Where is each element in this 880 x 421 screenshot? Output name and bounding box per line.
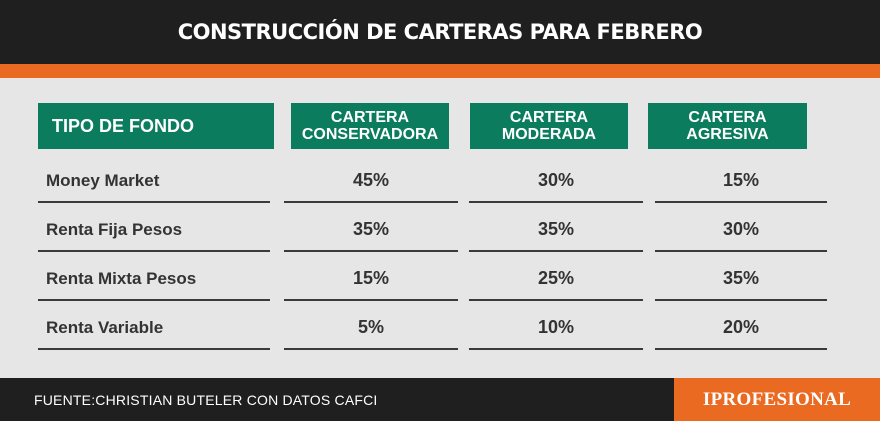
row-label: Money Market: [46, 170, 160, 190]
row-divider: [38, 250, 270, 252]
table-cell: 35%: [537, 219, 575, 239]
table-cell: 35%: [352, 219, 390, 239]
table-cell: 25%: [537, 268, 575, 288]
row-divider: [284, 250, 458, 252]
table-cell: 35%: [722, 268, 760, 288]
column-header-1-line-1: CARTERA: [330, 109, 410, 126]
row-divider: [469, 348, 643, 350]
row-divider: [655, 250, 827, 252]
row-divider: [38, 201, 270, 203]
row-label: Renta Mixta Pesos: [46, 268, 197, 288]
row-divider: [469, 299, 643, 301]
row-label: Renta Fija Pesos: [46, 219, 183, 239]
column-header-0-line-1: TIPO DE FONDO: [52, 115, 195, 136]
column-header-3: CARTERA AGRESIVA: [648, 103, 807, 149]
table-cell: 5%: [357, 317, 384, 337]
column-header-1: CARTERA CONSERVADORA: [291, 103, 449, 149]
row-label: Renta Variable: [46, 317, 164, 337]
column-header-2: CARTERA MODERADA: [470, 103, 628, 149]
table-cell: 20%: [722, 317, 760, 337]
column-header-1-line-2: CONSERVADORA: [301, 126, 439, 143]
column-header-2-line-1: CARTERA: [509, 109, 589, 126]
source-text: FUENTE:CHRISTIAN BUTELER CON DATOS CAFCI: [34, 391, 378, 408]
table-cell: 45%: [352, 170, 390, 190]
row-divider: [469, 250, 643, 252]
column-header-0: TIPO DE FONDO: [38, 103, 274, 149]
column-header-3-line-1: CARTERA: [688, 109, 767, 126]
row-divider: [655, 299, 827, 301]
brand-logo: IPROFESIONAL: [674, 378, 880, 421]
orange-strip: [0, 64, 880, 78]
page-title: CONSTRUCCIÓN DE CARTERAS PARA FEBRERO: [177, 20, 703, 44]
column-header-3-line-2: AGRESIVA: [686, 126, 769, 143]
table-cell: 15%: [352, 268, 390, 288]
table-cell: 15%: [722, 170, 760, 190]
table-cell: 10%: [537, 317, 575, 337]
row-divider: [655, 348, 827, 350]
title-bar: CONSTRUCCIÓN DE CARTERAS PARA FEBRERO: [0, 0, 880, 64]
row-divider: [469, 201, 643, 203]
table-cell: 30%: [722, 219, 760, 239]
row-divider: [38, 348, 270, 350]
table-cell: 30%: [537, 170, 575, 190]
row-divider: [655, 201, 827, 203]
column-header-2-line-2: MODERADA: [501, 126, 597, 143]
row-divider: [284, 299, 458, 301]
row-divider: [284, 201, 458, 203]
row-divider: [38, 299, 270, 301]
row-divider: [284, 348, 458, 350]
